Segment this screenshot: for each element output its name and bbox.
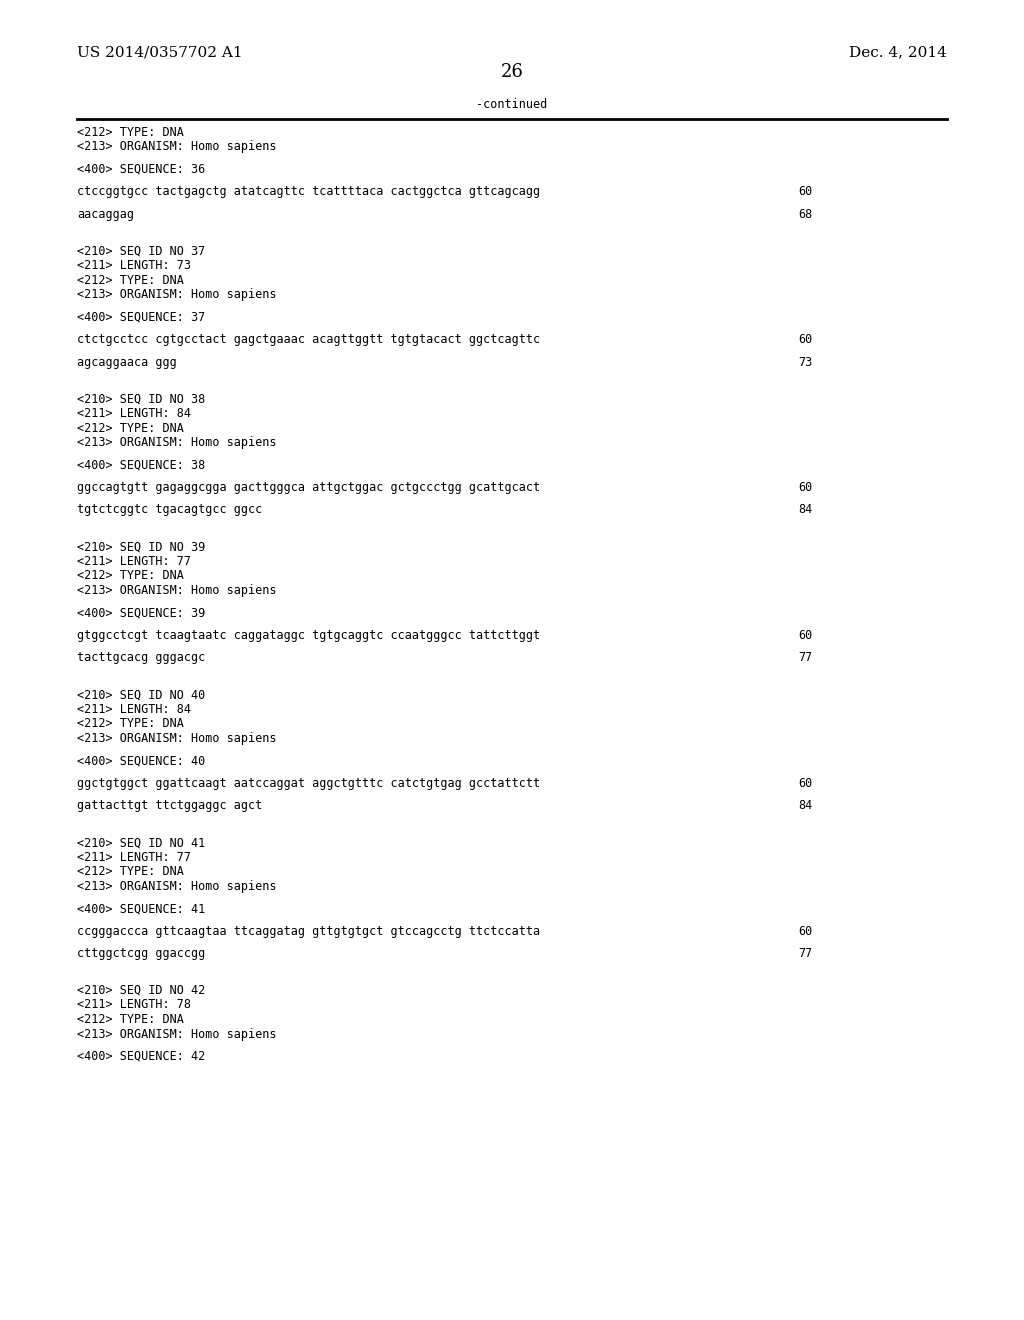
Text: <210> SEQ ID NO 38: <210> SEQ ID NO 38	[77, 392, 205, 405]
Text: <400> SEQUENCE: 42: <400> SEQUENCE: 42	[77, 1049, 205, 1063]
Text: <212> TYPE: DNA: <212> TYPE: DNA	[77, 865, 183, 878]
Text: cttggctcgg ggaccgg: cttggctcgg ggaccgg	[77, 946, 205, 960]
Text: aacaggag: aacaggag	[77, 207, 134, 220]
Text: agcaggaaca ggg: agcaggaaca ggg	[77, 355, 176, 368]
Text: tacttgcacg gggacgc: tacttgcacg gggacgc	[77, 651, 205, 664]
Text: <211> LENGTH: 77: <211> LENGTH: 77	[77, 850, 190, 863]
Text: <212> TYPE: DNA: <212> TYPE: DNA	[77, 273, 183, 286]
Text: <213> ORGANISM: Homo sapiens: <213> ORGANISM: Homo sapiens	[77, 731, 276, 744]
Text: <210> SEQ ID NO 39: <210> SEQ ID NO 39	[77, 540, 205, 553]
Text: 60: 60	[799, 776, 813, 789]
Text: <213> ORGANISM: Homo sapiens: <213> ORGANISM: Homo sapiens	[77, 1027, 276, 1040]
Text: <400> SEQUENCE: 38: <400> SEQUENCE: 38	[77, 458, 205, 471]
Text: gtggcctcgt tcaagtaatc caggataggc tgtgcaggtc ccaatgggcc tattcttggt: gtggcctcgt tcaagtaatc caggataggc tgtgcag…	[77, 628, 540, 642]
Text: ggctgtggct ggattcaagt aatccaggat aggctgtttc catctgtgag gcctattctt: ggctgtggct ggattcaagt aatccaggat aggctgt…	[77, 776, 540, 789]
Text: 60: 60	[799, 480, 813, 494]
Text: ccgggaccca gttcaagtaa ttcaggatag gttgtgtgct gtccagcctg ttctccatta: ccgggaccca gttcaagtaa ttcaggatag gttgtgt…	[77, 924, 540, 937]
Text: <210> SEQ ID NO 41: <210> SEQ ID NO 41	[77, 836, 205, 849]
Text: <212> TYPE: DNA: <212> TYPE: DNA	[77, 717, 183, 730]
Text: <211> LENGTH: 84: <211> LENGTH: 84	[77, 407, 190, 420]
Text: 60: 60	[799, 628, 813, 642]
Text: 60: 60	[799, 185, 813, 198]
Text: <213> ORGANISM: Homo sapiens: <213> ORGANISM: Homo sapiens	[77, 288, 276, 301]
Text: <210> SEQ ID NO 40: <210> SEQ ID NO 40	[77, 688, 205, 701]
Text: 77: 77	[799, 946, 813, 960]
Text: ggccagtgtt gagaggcgga gacttgggca attgctggac gctgccctgg gcattgcact: ggccagtgtt gagaggcgga gacttgggca attgctg…	[77, 480, 540, 494]
Text: <210> SEQ ID NO 37: <210> SEQ ID NO 37	[77, 244, 205, 257]
Text: <400> SEQUENCE: 36: <400> SEQUENCE: 36	[77, 162, 205, 176]
Text: <210> SEQ ID NO 42: <210> SEQ ID NO 42	[77, 983, 205, 997]
Text: Dec. 4, 2014: Dec. 4, 2014	[849, 46, 947, 59]
Text: <211> LENGTH: 77: <211> LENGTH: 77	[77, 554, 190, 568]
Text: 26: 26	[501, 62, 523, 81]
Text: <213> ORGANISM: Homo sapiens: <213> ORGANISM: Homo sapiens	[77, 140, 276, 153]
Text: <213> ORGANISM: Homo sapiens: <213> ORGANISM: Homo sapiens	[77, 583, 276, 597]
Text: <212> TYPE: DNA: <212> TYPE: DNA	[77, 125, 183, 139]
Text: 77: 77	[799, 651, 813, 664]
Text: -continued: -continued	[476, 98, 548, 111]
Text: ctctgcctcc cgtgcctact gagctgaaac acagttggtt tgtgtacact ggctcagttc: ctctgcctcc cgtgcctact gagctgaaac acagttg…	[77, 333, 540, 346]
Text: <213> ORGANISM: Homo sapiens: <213> ORGANISM: Homo sapiens	[77, 879, 276, 892]
Text: <211> LENGTH: 73: <211> LENGTH: 73	[77, 259, 190, 272]
Text: <212> TYPE: DNA: <212> TYPE: DNA	[77, 421, 183, 434]
Text: <212> TYPE: DNA: <212> TYPE: DNA	[77, 569, 183, 582]
Text: tgtctcggtc tgacagtgcc ggcc: tgtctcggtc tgacagtgcc ggcc	[77, 503, 262, 516]
Text: 60: 60	[799, 333, 813, 346]
Text: <213> ORGANISM: Homo sapiens: <213> ORGANISM: Homo sapiens	[77, 436, 276, 449]
Text: 60: 60	[799, 924, 813, 937]
Text: US 2014/0357702 A1: US 2014/0357702 A1	[77, 46, 243, 59]
Text: <211> LENGTH: 78: <211> LENGTH: 78	[77, 998, 190, 1011]
Text: <400> SEQUENCE: 41: <400> SEQUENCE: 41	[77, 902, 205, 915]
Text: ctccggtgcc tactgagctg atatcagttc tcattttaca cactggctca gttcagcagg: ctccggtgcc tactgagctg atatcagttc tcatttt…	[77, 185, 540, 198]
Text: 73: 73	[799, 355, 813, 368]
Text: 68: 68	[799, 207, 813, 220]
Text: gattacttgt ttctggaggc agct: gattacttgt ttctggaggc agct	[77, 799, 262, 812]
Text: 84: 84	[799, 503, 813, 516]
Text: 84: 84	[799, 799, 813, 812]
Text: <211> LENGTH: 84: <211> LENGTH: 84	[77, 702, 190, 715]
Text: <400> SEQUENCE: 37: <400> SEQUENCE: 37	[77, 310, 205, 323]
Text: <400> SEQUENCE: 40: <400> SEQUENCE: 40	[77, 754, 205, 767]
Text: <400> SEQUENCE: 39: <400> SEQUENCE: 39	[77, 606, 205, 619]
Text: <212> TYPE: DNA: <212> TYPE: DNA	[77, 1012, 183, 1026]
